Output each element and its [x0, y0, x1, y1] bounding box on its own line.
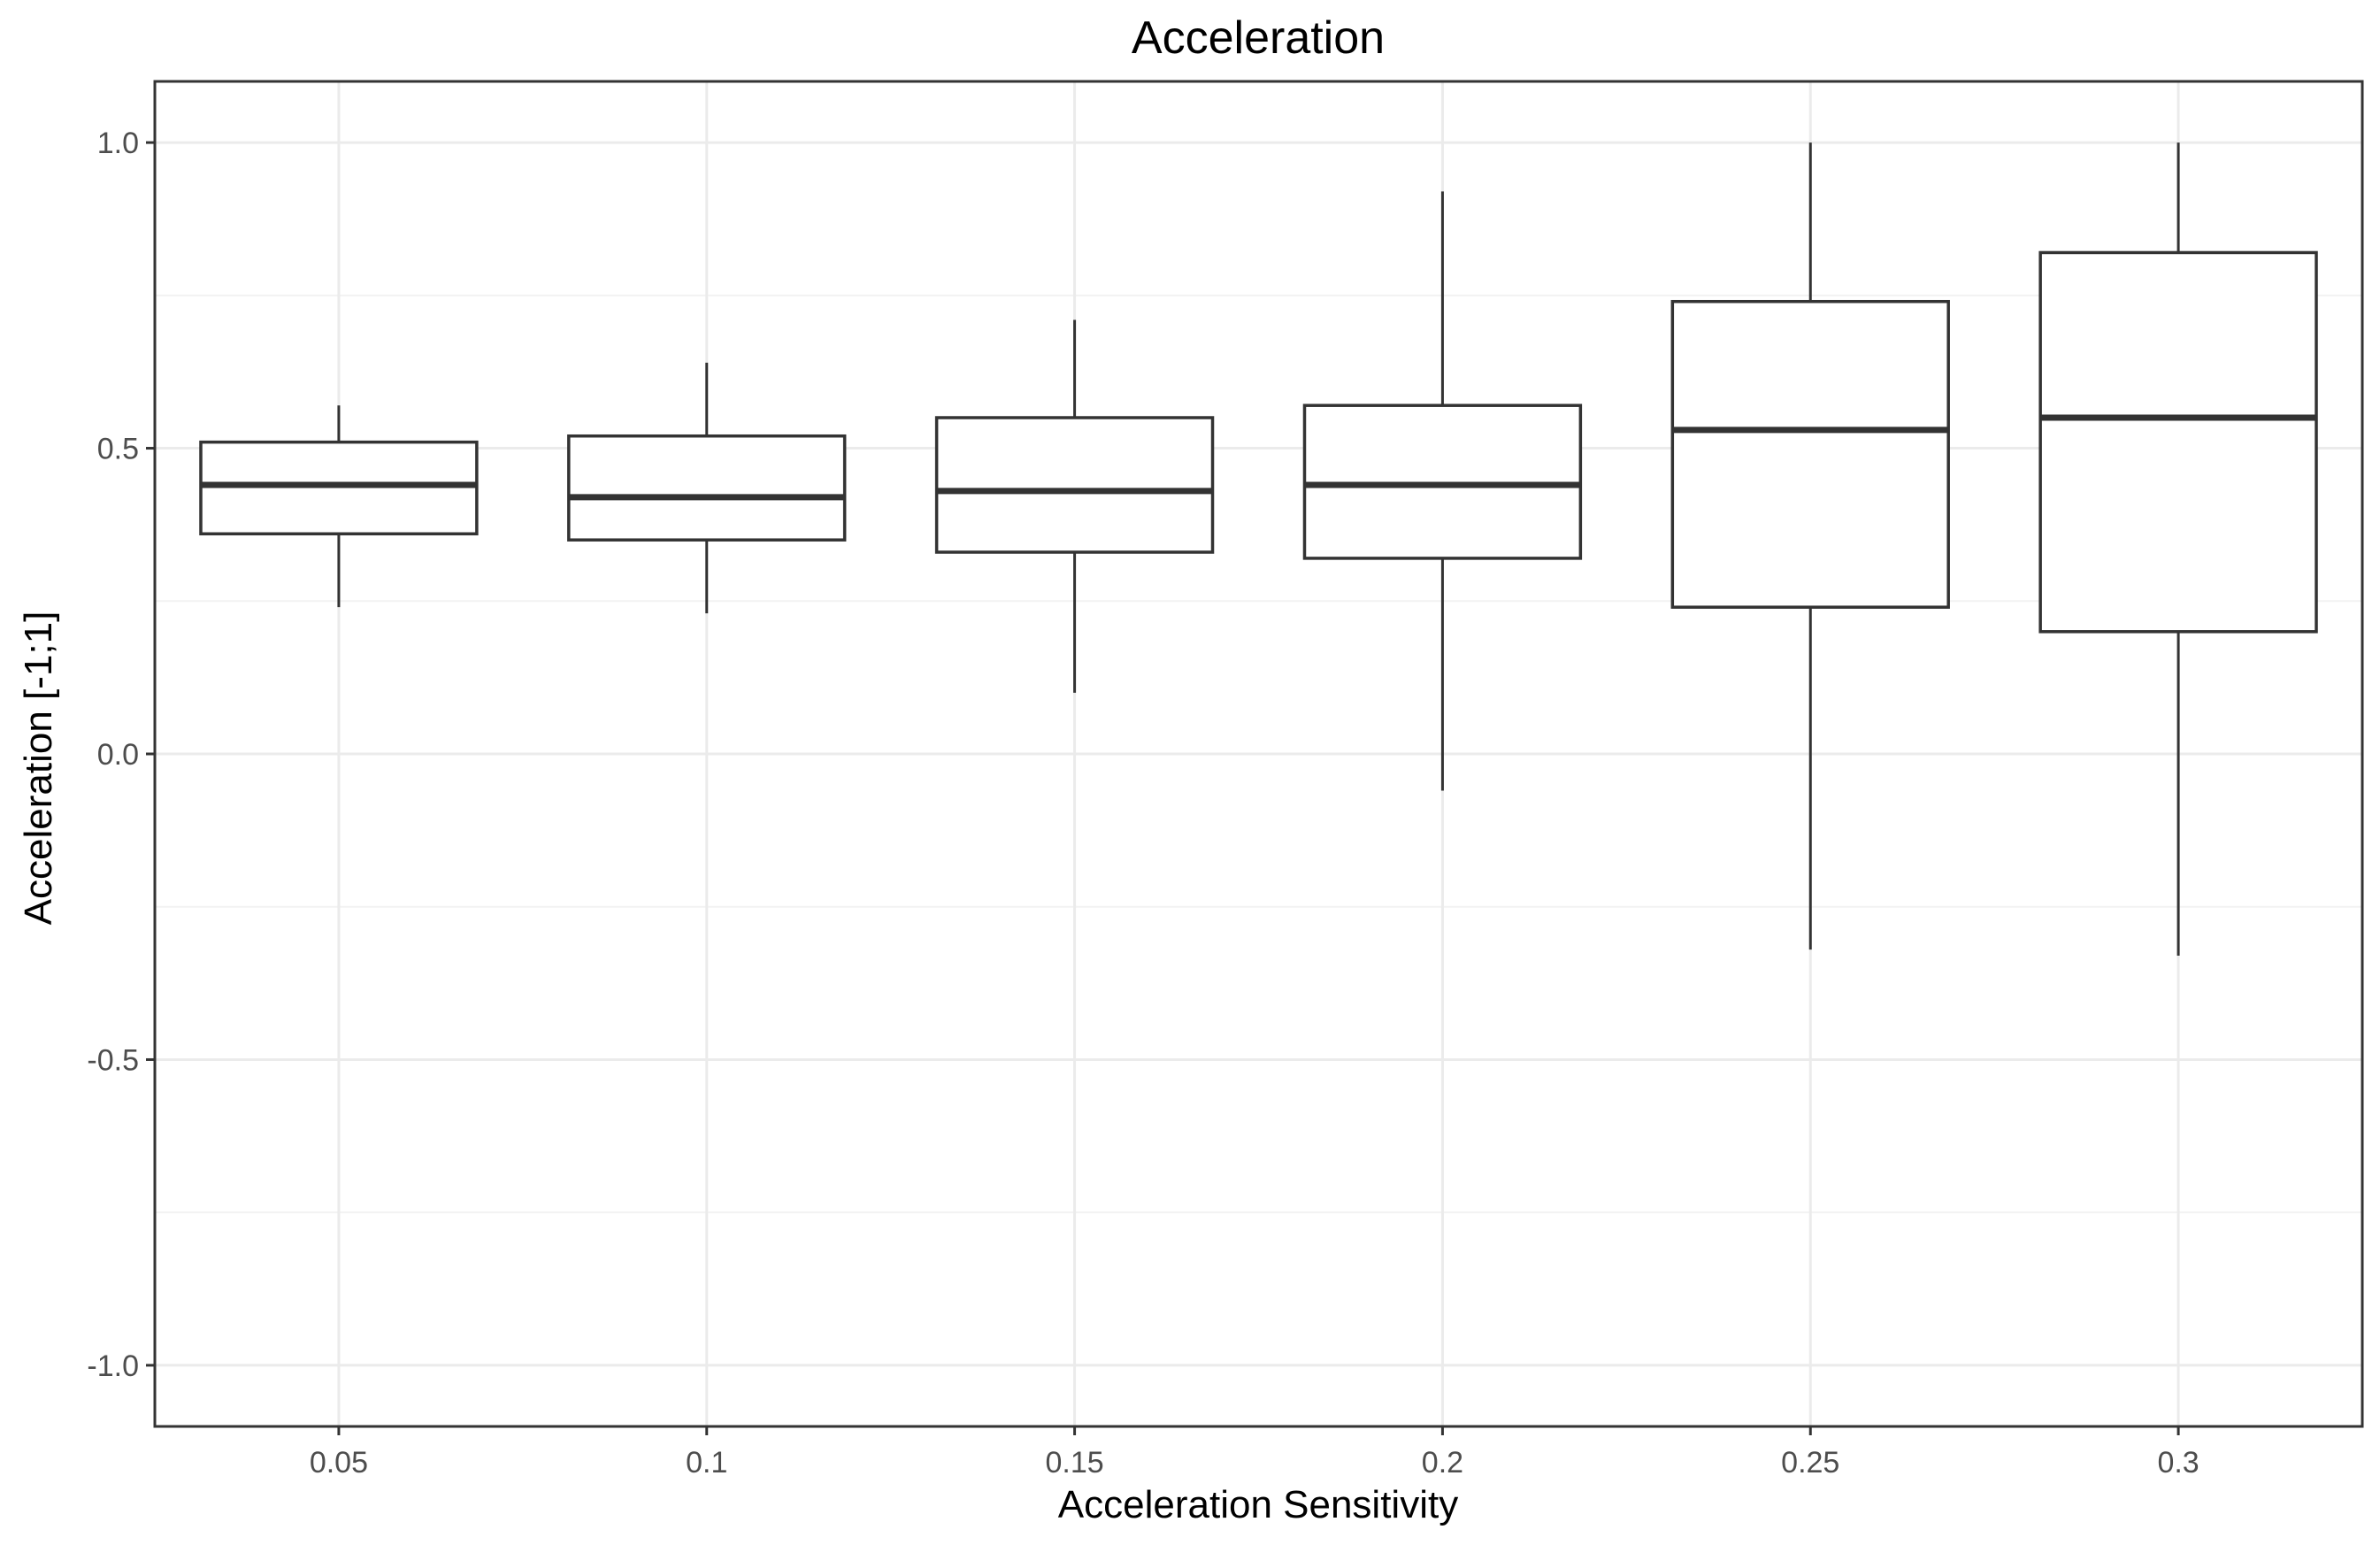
box-0.05: [199, 405, 479, 608]
y-tick-label: 0.5: [97, 433, 139, 466]
box-0.2: [1302, 191, 1583, 791]
y-tick-label: -0.5: [87, 1043, 139, 1077]
box-0.3: [2038, 142, 2318, 956]
box-0.15: [934, 319, 1215, 693]
x-axis-title: Acceleration Sensitivity: [1058, 1483, 1458, 1526]
x-tick-label: 0.1: [686, 1446, 727, 1480]
y-tick-label: -1.0: [87, 1349, 139, 1383]
chart-title: Acceleration: [1132, 12, 1385, 64]
x-axis: 0.05 0.1 0.15 0.2 0.25 0.3: [310, 1426, 2200, 1480]
box-0.1: [567, 362, 847, 614]
plot-panel: [153, 80, 2364, 1428]
box-body: [934, 416, 1215, 554]
box-body: [567, 434, 847, 542]
x-tick-label: 0.05: [310, 1446, 368, 1480]
y-tick-label: 1.0: [97, 127, 139, 160]
x-tick-label: 0.2: [1422, 1446, 1463, 1480]
x-tick-label: 0.15: [1045, 1446, 1103, 1480]
box-0.25: [1670, 142, 1950, 950]
y-tick-label: 0.0: [97, 738, 139, 772]
x-tick-label: 0.3: [2157, 1446, 2199, 1480]
box-body: [2038, 250, 2318, 634]
y-axis-title: Acceleration [-1;1]: [17, 611, 60, 926]
box-body: [1670, 299, 1950, 609]
y-axis: -1.0 -0.5 0.0 0.5 1.0: [87, 127, 155, 1383]
x-tick-label: 0.25: [1781, 1446, 1839, 1480]
